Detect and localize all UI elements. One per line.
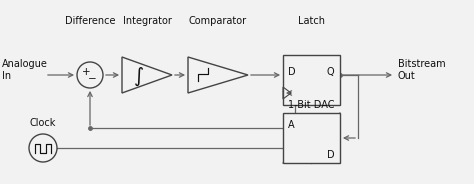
Text: $\int$: $\int$ — [134, 66, 145, 88]
Bar — [283, 55, 340, 105]
Polygon shape — [122, 57, 172, 93]
Circle shape — [77, 62, 103, 88]
Text: 1-Bit DAC: 1-Bit DAC — [288, 100, 335, 110]
Text: D: D — [288, 67, 296, 77]
Text: −: − — [88, 74, 96, 84]
Polygon shape — [188, 57, 248, 93]
Text: Difference: Difference — [65, 16, 115, 26]
Text: Comparator: Comparator — [189, 16, 247, 26]
Text: Analogue
In: Analogue In — [2, 59, 48, 81]
Text: +: + — [82, 67, 91, 77]
Text: Bitstream
Out: Bitstream Out — [398, 59, 446, 81]
Text: Latch: Latch — [298, 16, 325, 26]
Text: Q: Q — [327, 67, 334, 77]
Circle shape — [29, 134, 57, 162]
Text: A: A — [288, 120, 295, 130]
Text: Integrator: Integrator — [123, 16, 172, 26]
Bar — [283, 113, 340, 163]
Text: D: D — [328, 150, 335, 160]
Text: Clock: Clock — [30, 118, 56, 128]
